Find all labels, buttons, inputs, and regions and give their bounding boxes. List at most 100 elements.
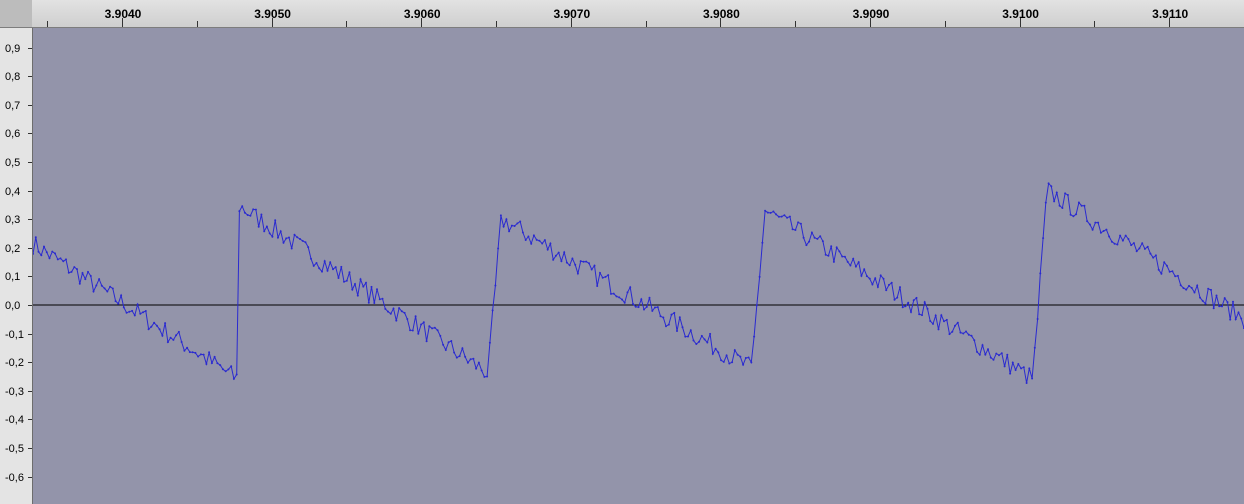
sample-point [199, 353, 202, 356]
sample-point [962, 332, 965, 335]
sample-point [205, 363, 208, 365]
sample-point [579, 260, 582, 263]
sample-point [477, 361, 480, 364]
sample-point [362, 285, 365, 288]
waveform-track[interactable] [33, 28, 1244, 504]
sample-point [260, 213, 263, 216]
sample-point [1240, 317, 1243, 320]
sample-point [565, 261, 568, 264]
sample-point [959, 331, 962, 334]
sample-point [912, 299, 915, 302]
sample-point [472, 357, 475, 360]
sample-point [216, 362, 219, 365]
sample-point [274, 219, 277, 222]
sample-point [970, 334, 973, 337]
sample-point [78, 282, 81, 285]
sample-point [494, 284, 497, 287]
amplitude-label: -0,6 [5, 471, 24, 484]
sample-point [538, 239, 541, 242]
sample-point [1047, 182, 1050, 185]
sample-point [488, 341, 491, 344]
sample-point [1124, 234, 1127, 237]
sample-point [125, 311, 128, 314]
sample-point [687, 335, 689, 338]
sample-point [1179, 284, 1182, 287]
sample-point [453, 351, 456, 354]
sample-point [808, 240, 811, 243]
sample-point [943, 320, 945, 323]
sample-point [139, 312, 142, 315]
sample-point [816, 237, 819, 240]
sample-point [332, 268, 334, 271]
sample-point [998, 354, 1000, 357]
sample-point [1226, 301, 1229, 304]
sample-point [508, 230, 511, 233]
sample-point [425, 340, 428, 343]
sample-point [656, 306, 659, 309]
ruler-minor-tick [421, 21, 423, 27]
sample-point [144, 310, 147, 312]
sample-point [271, 235, 274, 238]
sample-point [934, 314, 937, 317]
sample-point [761, 241, 764, 244]
sample-point [788, 215, 791, 218]
sample-point [720, 359, 723, 362]
sample-point [940, 314, 943, 317]
sample-point [634, 305, 637, 308]
sample-point [706, 341, 709, 344]
sample-point [612, 292, 615, 295]
sample-point [414, 315, 417, 318]
sample-point [422, 321, 425, 324]
sample-point [54, 252, 56, 255]
sample-point [296, 236, 299, 239]
ruler-minor-tick [1169, 21, 1171, 27]
sample-point [764, 209, 767, 212]
sample-point [1132, 242, 1135, 245]
waveform-canvas[interactable] [33, 28, 1244, 504]
sample-point [582, 260, 585, 263]
sample-point [948, 333, 951, 336]
sample-point [100, 284, 103, 287]
sample-point [714, 347, 717, 350]
sample-point [111, 287, 114, 290]
time-ruler[interactable]: 3.9040 3.9050 3.9060 3.9070 3.9080 3.9090 3.91… [0, 0, 1244, 28]
sample-point [854, 265, 857, 268]
sample-point [288, 236, 290, 239]
sample-point [257, 225, 260, 228]
sample-point [98, 278, 101, 281]
sample-point [1066, 194, 1069, 196]
sample-point [810, 231, 813, 234]
sample-point [45, 251, 48, 254]
sample-point [103, 287, 106, 290]
sample-point [744, 357, 747, 359]
sample-point [166, 341, 169, 344]
sample-point [890, 281, 893, 284]
sample-point [1009, 372, 1012, 375]
amplitude-label: 0,5 [5, 157, 21, 169]
sample-point [753, 335, 756, 338]
waveform-line [33, 182, 1244, 384]
sample-point [623, 301, 626, 304]
sample-point [254, 208, 257, 211]
sample-point [301, 239, 304, 242]
ruler-label: 3.9110 [1152, 7, 1189, 21]
sample-point [841, 255, 844, 258]
sample-point [315, 262, 318, 264]
sample-point [893, 298, 896, 301]
sample-point [819, 235, 822, 238]
sample-point [188, 351, 191, 354]
sample-point [769, 211, 772, 214]
sample-point [175, 334, 178, 337]
sample-point [1050, 185, 1053, 188]
sample-point [219, 364, 222, 367]
amplitude-label: 0,6 [5, 128, 21, 141]
sample-point [640, 298, 643, 301]
sample-point [373, 302, 376, 304]
sample-point [1116, 243, 1119, 246]
sample-point [417, 332, 420, 335]
sample-point [621, 298, 623, 301]
sample-point [326, 269, 329, 272]
sample-point [114, 300, 117, 303]
sample-point [546, 248, 549, 251]
sample-points [33, 182, 1244, 384]
